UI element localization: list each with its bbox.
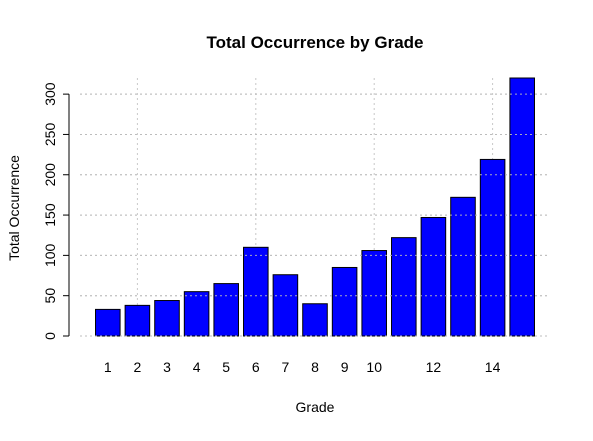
x-tick-label: 5: [222, 359, 230, 375]
bar-7: [272, 274, 299, 337]
bar-9: [331, 266, 358, 337]
bar-10: [361, 250, 387, 337]
x-tick-label: 10: [366, 359, 382, 375]
bar-12: [420, 216, 447, 337]
bar-3: [154, 300, 180, 337]
bar-1: [95, 308, 121, 337]
bar-4: [183, 291, 210, 337]
bar-8: [302, 303, 328, 337]
bar-11: [391, 237, 417, 337]
x-tick-label: 6: [252, 359, 260, 375]
grid-layer: [80, 78, 550, 337]
y-tick-label: 50: [42, 288, 58, 304]
x-axis-tick-labels: 1 2 3 4 5 6 7 8 9 10 12 14: [104, 359, 501, 375]
y-tick-label: 100: [42, 243, 58, 267]
chart-title: Total Occurrence by Grade: [207, 33, 424, 52]
x-axis-label: Grade: [296, 399, 335, 415]
bar-layer: [80, 77, 550, 337]
bar-13: [450, 196, 476, 337]
y-tick-label: 200: [42, 163, 58, 187]
x-tick-label: 9: [341, 359, 349, 375]
x-tick-label: 7: [282, 359, 290, 375]
x-tick-label: 2: [134, 359, 142, 375]
y-tick-label: 300: [42, 82, 58, 106]
bar-2: [124, 304, 151, 337]
y-tick-label: 250: [42, 123, 58, 147]
y-tick-label: 0: [42, 332, 58, 340]
x-tick-label: 8: [311, 359, 319, 375]
bar-6: [243, 246, 269, 337]
y-axis: 0 50 100 150 200 250 300: [42, 82, 70, 340]
y-axis-label: Total Occurrence: [6, 155, 22, 261]
bar-15: [509, 77, 535, 337]
bar-5: [213, 283, 239, 337]
bar-14: [479, 158, 506, 337]
x-tick-label: 14: [485, 359, 501, 375]
x-tick-label: 12: [426, 359, 442, 375]
y-tick-label: 150: [42, 203, 58, 227]
x-tick-label: 4: [193, 359, 201, 375]
x-tick-label: 1: [104, 359, 112, 375]
x-tick-label: 3: [163, 359, 171, 375]
